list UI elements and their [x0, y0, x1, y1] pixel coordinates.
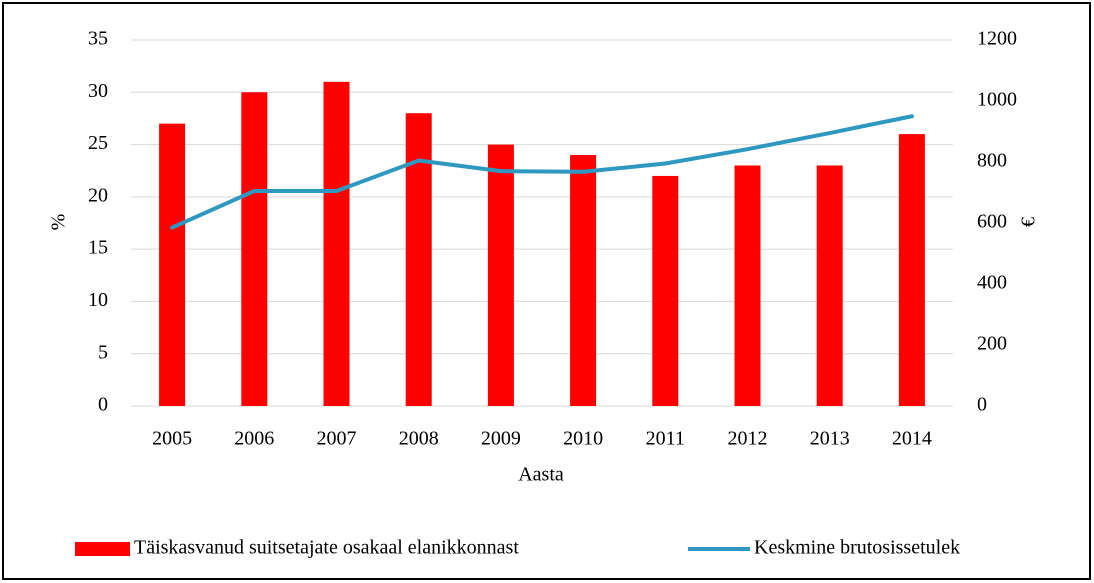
y-tick-label: 30 — [88, 80, 108, 102]
line-series — [170, 114, 914, 230]
x-tick-label: 2009 — [481, 428, 521, 450]
bar — [652, 175, 679, 406]
x-tick-label: 2012 — [728, 428, 768, 450]
bar — [898, 134, 925, 406]
x-tick-label: 2013 — [810, 428, 850, 450]
y-tick-label: 15 — [88, 237, 108, 259]
x-tick-label: 2011 — [646, 428, 685, 450]
y-tick-label: 10 — [88, 289, 108, 311]
x-tick-label: 2007 — [317, 428, 357, 450]
legend-swatch — [75, 542, 130, 556]
y-tick-label: 35 — [88, 28, 108, 50]
bar — [734, 165, 761, 406]
x-tick-label: 2006 — [234, 428, 274, 450]
y2-tick-label: 0 — [977, 394, 987, 416]
x-tick-label: 2008 — [399, 428, 439, 450]
bar — [816, 165, 843, 406]
y-tick-label: 0 — [98, 394, 108, 416]
y-tick-label: 5 — [98, 341, 108, 363]
y2-axis-label: € — [1018, 217, 1040, 227]
x-tick-label: 2010 — [563, 428, 603, 450]
y2-tick-label: 1200 — [977, 28, 1017, 50]
y-tick-label: 20 — [88, 184, 108, 206]
y2-tick-label: 400 — [977, 272, 1007, 294]
legend-label: Täiskasvanud suitsetajate osakaal elanik… — [134, 537, 519, 559]
x-tick-label: 2005 — [152, 428, 192, 450]
bar — [570, 155, 597, 406]
y-axis-label: % — [48, 214, 70, 231]
bar — [405, 113, 432, 406]
bar — [241, 92, 268, 407]
y2-tick-label: 800 — [977, 150, 1007, 172]
bar — [159, 123, 186, 407]
x-tick-label: 2014 — [892, 428, 932, 450]
y2-tick-label: 600 — [977, 211, 1007, 233]
y-tick-label: 25 — [88, 132, 108, 154]
bar — [487, 144, 514, 407]
legend-label: Keskmine brutosissetulek — [754, 537, 960, 559]
x-axis-label: Aasta — [518, 464, 564, 486]
bar — [323, 81, 350, 406]
y2-tick-label: 1000 — [977, 89, 1017, 111]
y2-tick-label: 200 — [977, 333, 1007, 355]
